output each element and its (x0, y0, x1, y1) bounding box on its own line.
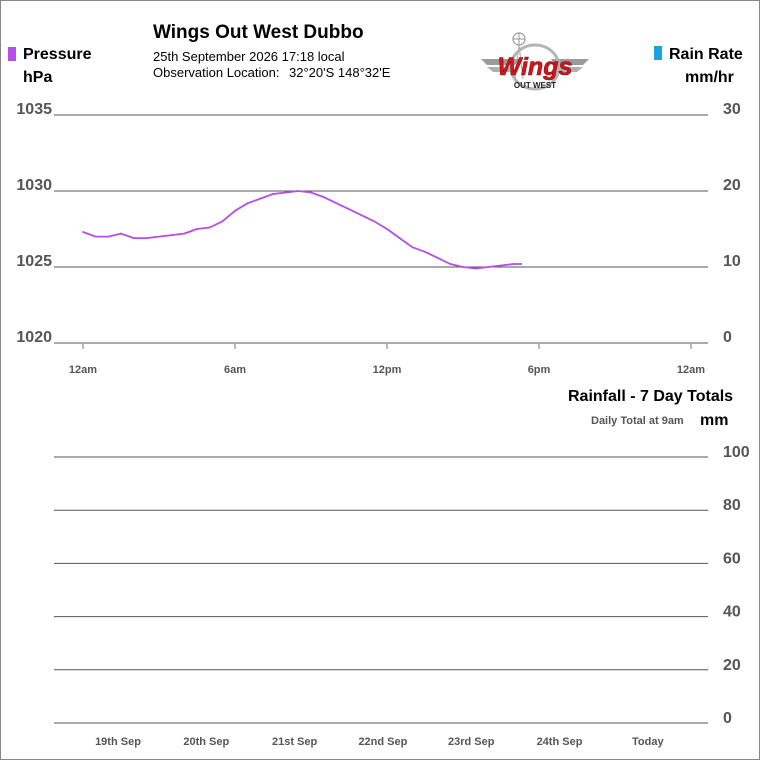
station-title: Wings Out West Dubbo (153, 22, 364, 43)
pressure-data-point (170, 234, 173, 236)
pressure-data-point (107, 235, 110, 238)
pressure-data-point (234, 209, 236, 212)
pressure-data-point (360, 214, 363, 217)
pressure-data-point (322, 196, 325, 198)
pressure-data-point (449, 263, 452, 265)
pressure-data-point (120, 232, 122, 235)
pressure-data-point (145, 237, 148, 240)
rainfall-y-tick-label: 80 (723, 497, 741, 514)
pressure-y-tick-label: 1025 (16, 253, 52, 270)
pressure-data-point (373, 220, 376, 223)
pressure-unit-label: hPa (23, 69, 53, 86)
pressure-data-point (462, 266, 464, 268)
pressure-data-point (335, 202, 338, 205)
rain-rate-unit-label: mm/hr (685, 69, 734, 86)
pressure-data-point (310, 191, 312, 194)
pressure-data-point (520, 263, 523, 265)
rain-rate-legend-swatch (654, 46, 662, 60)
rainfall-chart: 0 20 40 60 80 100 19th Sep 20th Sep 21st Sep 22nd… (54, 444, 750, 748)
pressure-data-point (259, 197, 262, 200)
observation-location-label: Observation Location: (153, 65, 280, 80)
pressure-data-point (500, 264, 502, 267)
pressure-data-point (284, 191, 287, 194)
pressure-y-tick-label: 1030 (16, 177, 52, 194)
rainfall-y-tick-label: 60 (723, 550, 741, 567)
rainfall-y-tick-label: 100 (723, 444, 750, 461)
pressure-data-point (348, 208, 350, 211)
pressure-data-point (424, 250, 426, 253)
pressure-data-point (512, 263, 515, 265)
rainfall-note: Daily Total at 9am (591, 415, 684, 427)
pressure-data-point (297, 190, 300, 192)
pressure-data-point (208, 226, 211, 229)
observation-datetime: 25th September 2026 17:18 local (153, 49, 345, 64)
time-tick-label: 6am (224, 364, 246, 376)
logo-subtext: OUT WEST (514, 81, 556, 90)
pressure-data-point (82, 231, 84, 233)
rainfall-day-label: Today (632, 736, 664, 748)
pressure-data-point (196, 228, 198, 230)
pressure-data-point (436, 256, 439, 259)
pressure-data-point (183, 232, 186, 235)
wings-emblem-icon (481, 43, 589, 91)
pressure-data-point (474, 267, 477, 270)
pressure-data-point (272, 193, 274, 195)
rain-rate-y-tick-label: 0 (723, 329, 732, 346)
rainfall-unit-label: mm (700, 412, 729, 429)
rainfall-day-label: 21st Sep (272, 736, 318, 748)
time-tick-label: 12pm (373, 364, 402, 376)
wings-out-west-logo: Wings OUT WEST (481, 32, 589, 91)
rainfall-day-label: 24th Sep (537, 736, 583, 748)
rainfall-day-label: 23rd Sep (448, 736, 495, 748)
pressure-data-point (398, 237, 401, 240)
rain-rate-y-tick-label: 10 (723, 253, 741, 270)
pressure-data-point (221, 220, 224, 223)
pressure-data-point (94, 235, 97, 238)
pressure-data-point (487, 266, 490, 268)
time-tick-label: 12am (69, 364, 97, 376)
rain-rate-y-tick-label: 20 (723, 177, 741, 194)
logo-wordmark: Wings (498, 53, 573, 81)
rainfall-y-tick-label: 40 (723, 604, 741, 621)
rainfall-day-label: 22nd Sep (358, 736, 407, 748)
pressure-legend-swatch (8, 47, 16, 61)
pressure-legend-label: Pressure (23, 46, 92, 63)
pressure-data-point (246, 202, 249, 205)
rainfall-title: Rainfall - 7 Day Totals (568, 388, 734, 405)
time-tick-label: 6pm (528, 364, 551, 376)
time-tick-label: 12am (677, 364, 705, 376)
rainfall-day-label: 20th Sep (183, 736, 229, 748)
pressure-y-tick-label: 1020 (16, 329, 52, 346)
rainfall-y-tick-label: 20 (723, 657, 741, 674)
pressure-data-point (158, 235, 160, 238)
rain-rate-y-tick-label: 30 (723, 101, 741, 118)
rain-rate-legend-label: Rain Rate (669, 46, 743, 63)
pressure-series-line (82, 190, 522, 270)
pressure-y-tick-label: 1035 (16, 101, 52, 118)
pressure-data-point (386, 228, 388, 230)
rainfall-day-label: 19th Sep (95, 736, 141, 748)
pressure-data-point (132, 237, 135, 240)
observation-location-value: 32°20'S 148°32'E (289, 65, 391, 80)
rainfall-y-tick-label: 0 (723, 710, 732, 727)
pressure-data-point (411, 246, 414, 249)
